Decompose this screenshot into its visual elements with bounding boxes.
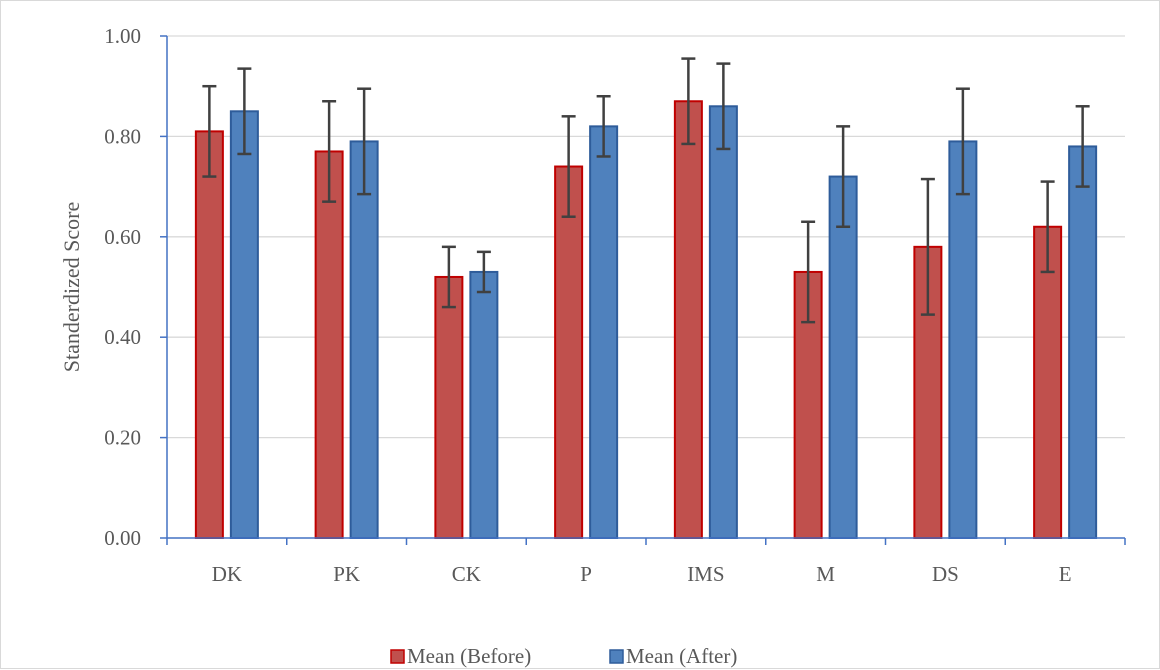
bar-after-m [828, 175, 858, 539]
x-tick-label: P [580, 562, 592, 586]
legend-item-after: Mean (After) [609, 644, 737, 668]
error-bar-after-p [596, 94, 611, 158]
x-tick-label: PK [333, 562, 360, 586]
bar-before-ck [434, 275, 464, 539]
y-tick-label: 0.80 [104, 124, 141, 148]
error-bar-before-ck [441, 245, 456, 309]
y-tick-labels: 0.00 0.20 0.40 0.60 0.80 1.00 [104, 24, 141, 550]
error-bar-after-m [836, 125, 851, 229]
error-bar-after-ck [476, 250, 491, 294]
x-tick-label: CK [452, 562, 481, 586]
x-tick-label: DS [932, 562, 959, 586]
error-bar-after-dk [237, 67, 252, 156]
legend-label: Mean (After) [626, 644, 737, 668]
x-tick-label: DK [212, 562, 242, 586]
x-tick-labels: DK PK CK P IMS M DS E [212, 562, 1072, 586]
x-tick-label: IMS [687, 562, 724, 586]
bar-after-ims [708, 105, 738, 539]
error-bar-before-e [1040, 180, 1055, 274]
error-bar-before-p [561, 115, 576, 218]
error-bars [202, 57, 1090, 324]
y-tick-label: 0.00 [104, 526, 141, 550]
error-bar-before-ds [920, 177, 935, 316]
legend: Mean (Before) Mean (After) [390, 644, 737, 668]
legend-item-before: Mean (Before) [390, 644, 531, 668]
bar-before-pk [314, 150, 344, 540]
bar-after-p [589, 125, 619, 540]
error-bar-before-ims [681, 57, 696, 146]
x-tick-label: M [816, 562, 835, 586]
bar-after-dk [229, 110, 259, 540]
x-tick-label: E [1059, 562, 1072, 586]
bar-after-ds [948, 140, 978, 539]
error-bar-before-m [801, 220, 816, 324]
error-bar-after-e [1075, 105, 1090, 188]
bar-after-e [1068, 145, 1098, 539]
bars [194, 100, 1098, 540]
y-tick-label: 1.00 [104, 24, 141, 48]
bar-before-ims [673, 100, 703, 539]
y-tick-label: 0.20 [104, 426, 141, 450]
legend-swatch [609, 649, 624, 664]
error-bar-after-ims [716, 62, 731, 151]
error-bar-after-ds [955, 87, 970, 196]
y-tick-label: 0.60 [104, 225, 141, 249]
error-bar-before-pk [322, 100, 337, 203]
legend-label: Mean (Before) [407, 644, 531, 668]
error-bar-before-dk [202, 84, 217, 178]
error-bar-after-pk [357, 87, 372, 196]
y-tick-label: 0.40 [104, 325, 141, 349]
bar-after-ck [469, 270, 499, 539]
bar-before-p [554, 165, 584, 540]
y-axis-label: Standerdized Score [59, 202, 84, 372]
axes [160, 35, 1126, 545]
gridlines [167, 35, 1125, 439]
bar-before-dk [194, 130, 224, 539]
legend-swatch [390, 649, 405, 664]
bar-after-pk [349, 140, 379, 539]
bar-before-e [1033, 225, 1063, 539]
